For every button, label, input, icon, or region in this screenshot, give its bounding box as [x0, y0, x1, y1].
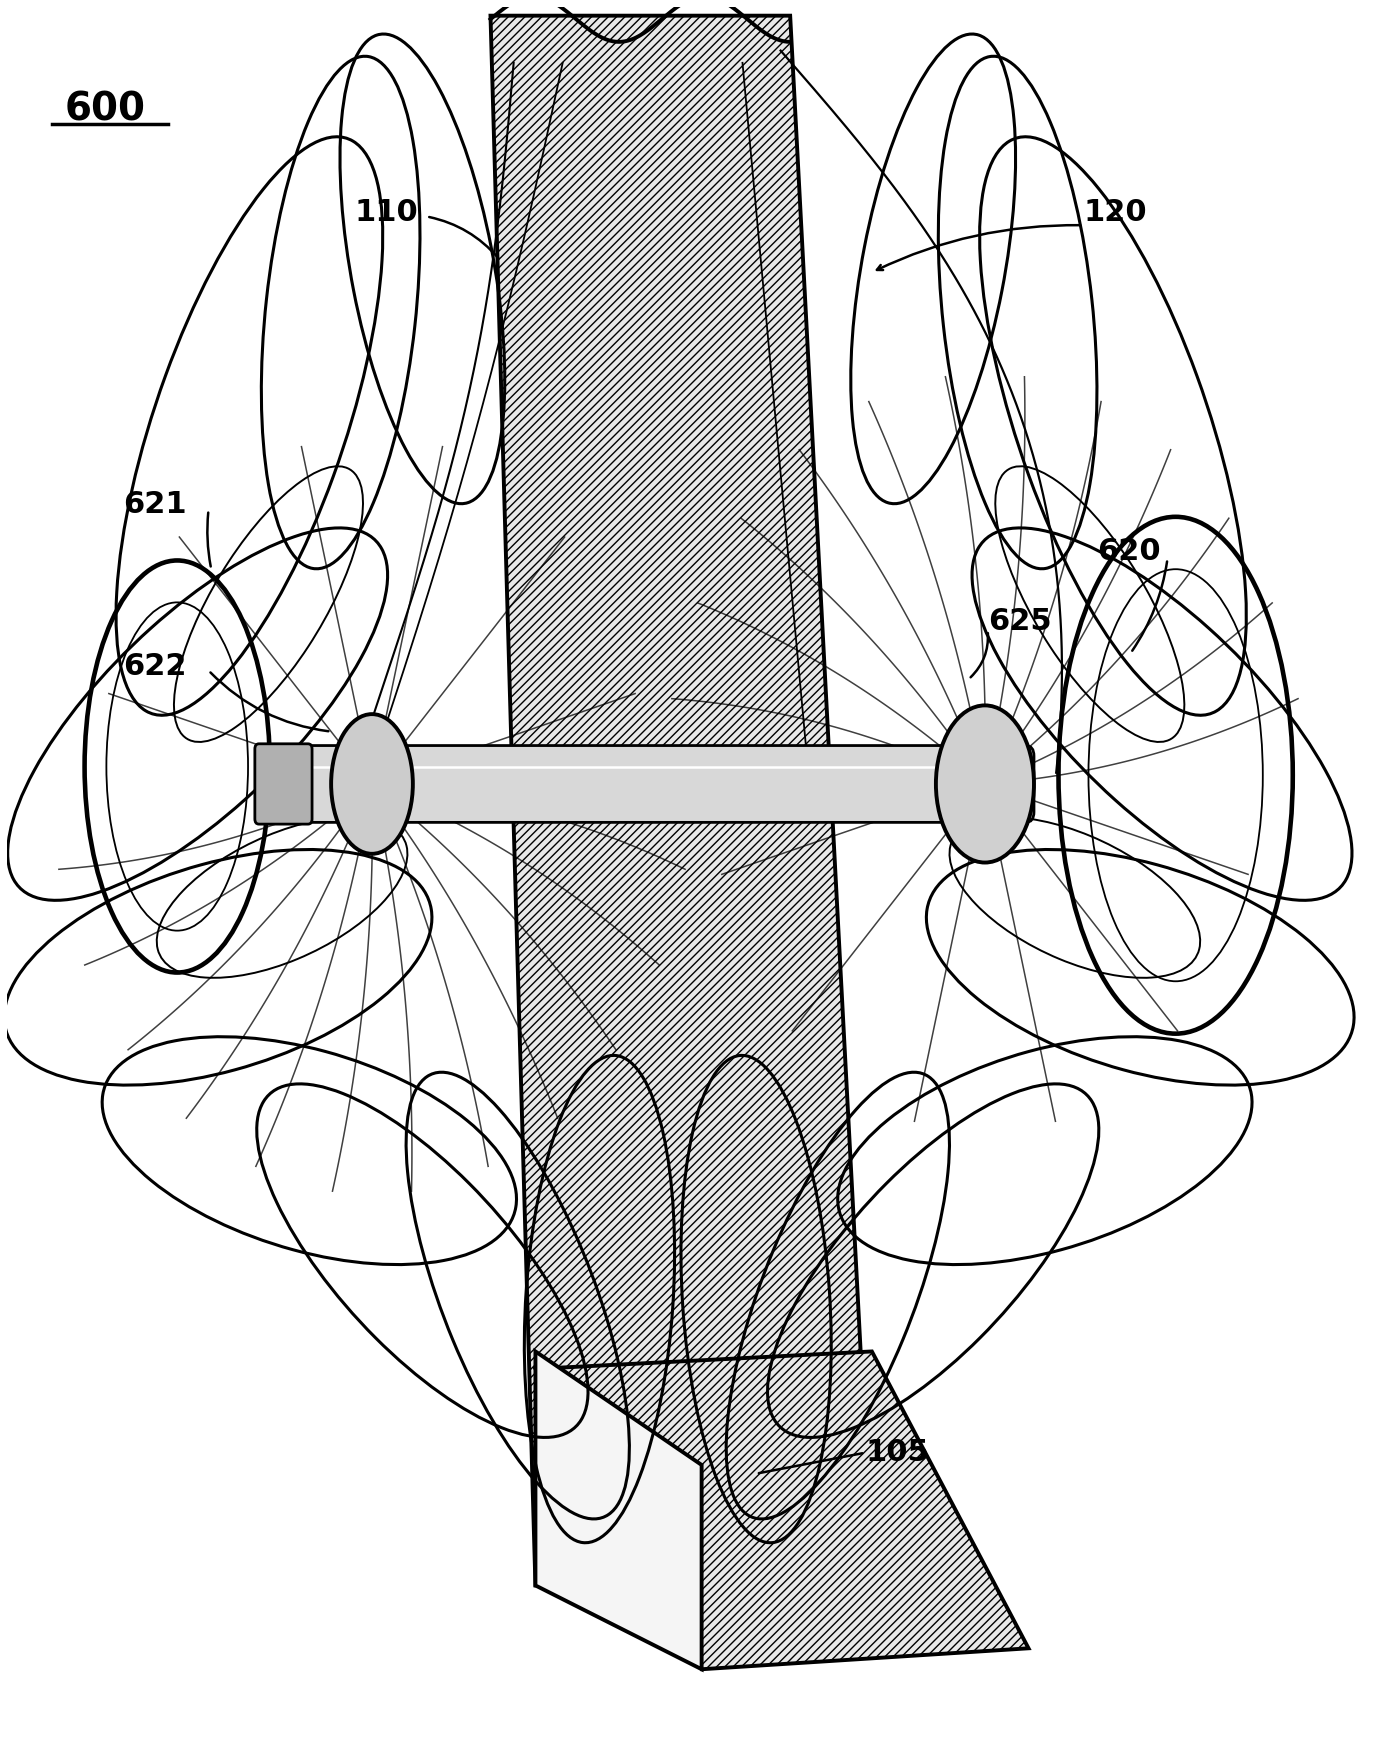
- Ellipse shape: [332, 715, 413, 854]
- Polygon shape: [535, 1352, 702, 1668]
- Text: 622: 622: [122, 653, 186, 681]
- Text: 120: 120: [1083, 199, 1146, 227]
- Polygon shape: [535, 1352, 1028, 1668]
- Ellipse shape: [936, 706, 1033, 862]
- Text: 620: 620: [1097, 537, 1160, 567]
- Text: 105: 105: [866, 1438, 929, 1468]
- Text: 600: 600: [65, 92, 144, 128]
- Text: 621: 621: [122, 489, 186, 519]
- Text: 110: 110: [354, 199, 418, 227]
- Polygon shape: [490, 16, 872, 1586]
- Text: 625: 625: [988, 607, 1051, 635]
- FancyBboxPatch shape: [285, 746, 1033, 822]
- FancyBboxPatch shape: [255, 744, 312, 824]
